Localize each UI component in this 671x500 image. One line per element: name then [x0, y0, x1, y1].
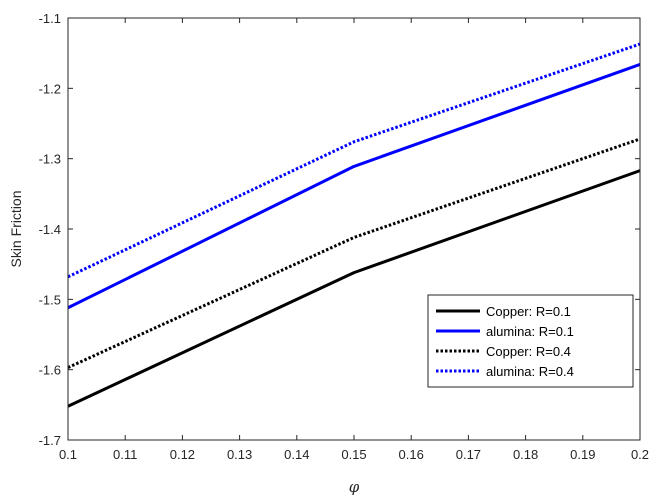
y-tick-label: -1.5 — [39, 292, 61, 307]
x-tick-label: 0.18 — [513, 447, 538, 462]
y-tick-label: -1.4 — [39, 222, 61, 237]
series-line-4 — [67, 42, 641, 279]
legend: Copper: R=0.1 alumina: R=0.1 Copper: R=0.4… — [427, 294, 634, 388]
series-line-1 — [67, 169, 641, 408]
legend-entry: alumina: R=0.4 — [486, 364, 574, 379]
x-tick-label: 0.2 — [631, 447, 649, 462]
x-axis-label: φ — [349, 478, 360, 496]
y-tick-label: -1.6 — [39, 363, 61, 378]
y-tick-label: -1.7 — [39, 433, 61, 448]
x-tick-label: 0.15 — [341, 447, 366, 462]
x-tick-label: 0.17 — [456, 447, 481, 462]
x-tick-label: 0.11 — [113, 447, 137, 462]
y-tick-label: -1.2 — [39, 81, 61, 96]
legend-entry: Copper: R=0.1 — [486, 304, 571, 319]
plot-area-frame — [67, 17, 641, 441]
x-tick-label: 0.14 — [284, 447, 309, 462]
x-tick-label: 0.19 — [570, 447, 595, 462]
x-tick-label: 0.1 — [59, 447, 77, 462]
x-tick-label: 0.16 — [399, 447, 424, 462]
data-series — [67, 42, 641, 408]
legend-entry: alumina: R=0.1 — [486, 324, 574, 339]
y-tick-label: -1.3 — [39, 152, 61, 167]
series-line-2 — [67, 63, 641, 310]
axis-ticks: 0.1 0.11 0.12 0.13 0.14 0.15 0.16 0.17 0.18 0.19 0… — [39, 11, 649, 462]
x-tick-label: 0.12 — [170, 447, 195, 462]
x-tick-label: 0.13 — [227, 447, 252, 462]
y-axis-label: Skin Friction — [8, 190, 24, 267]
legend-entry: Copper: R=0.4 — [486, 344, 571, 359]
series-line-3 — [67, 137, 641, 369]
y-tick-label: -1.1 — [39, 11, 61, 26]
